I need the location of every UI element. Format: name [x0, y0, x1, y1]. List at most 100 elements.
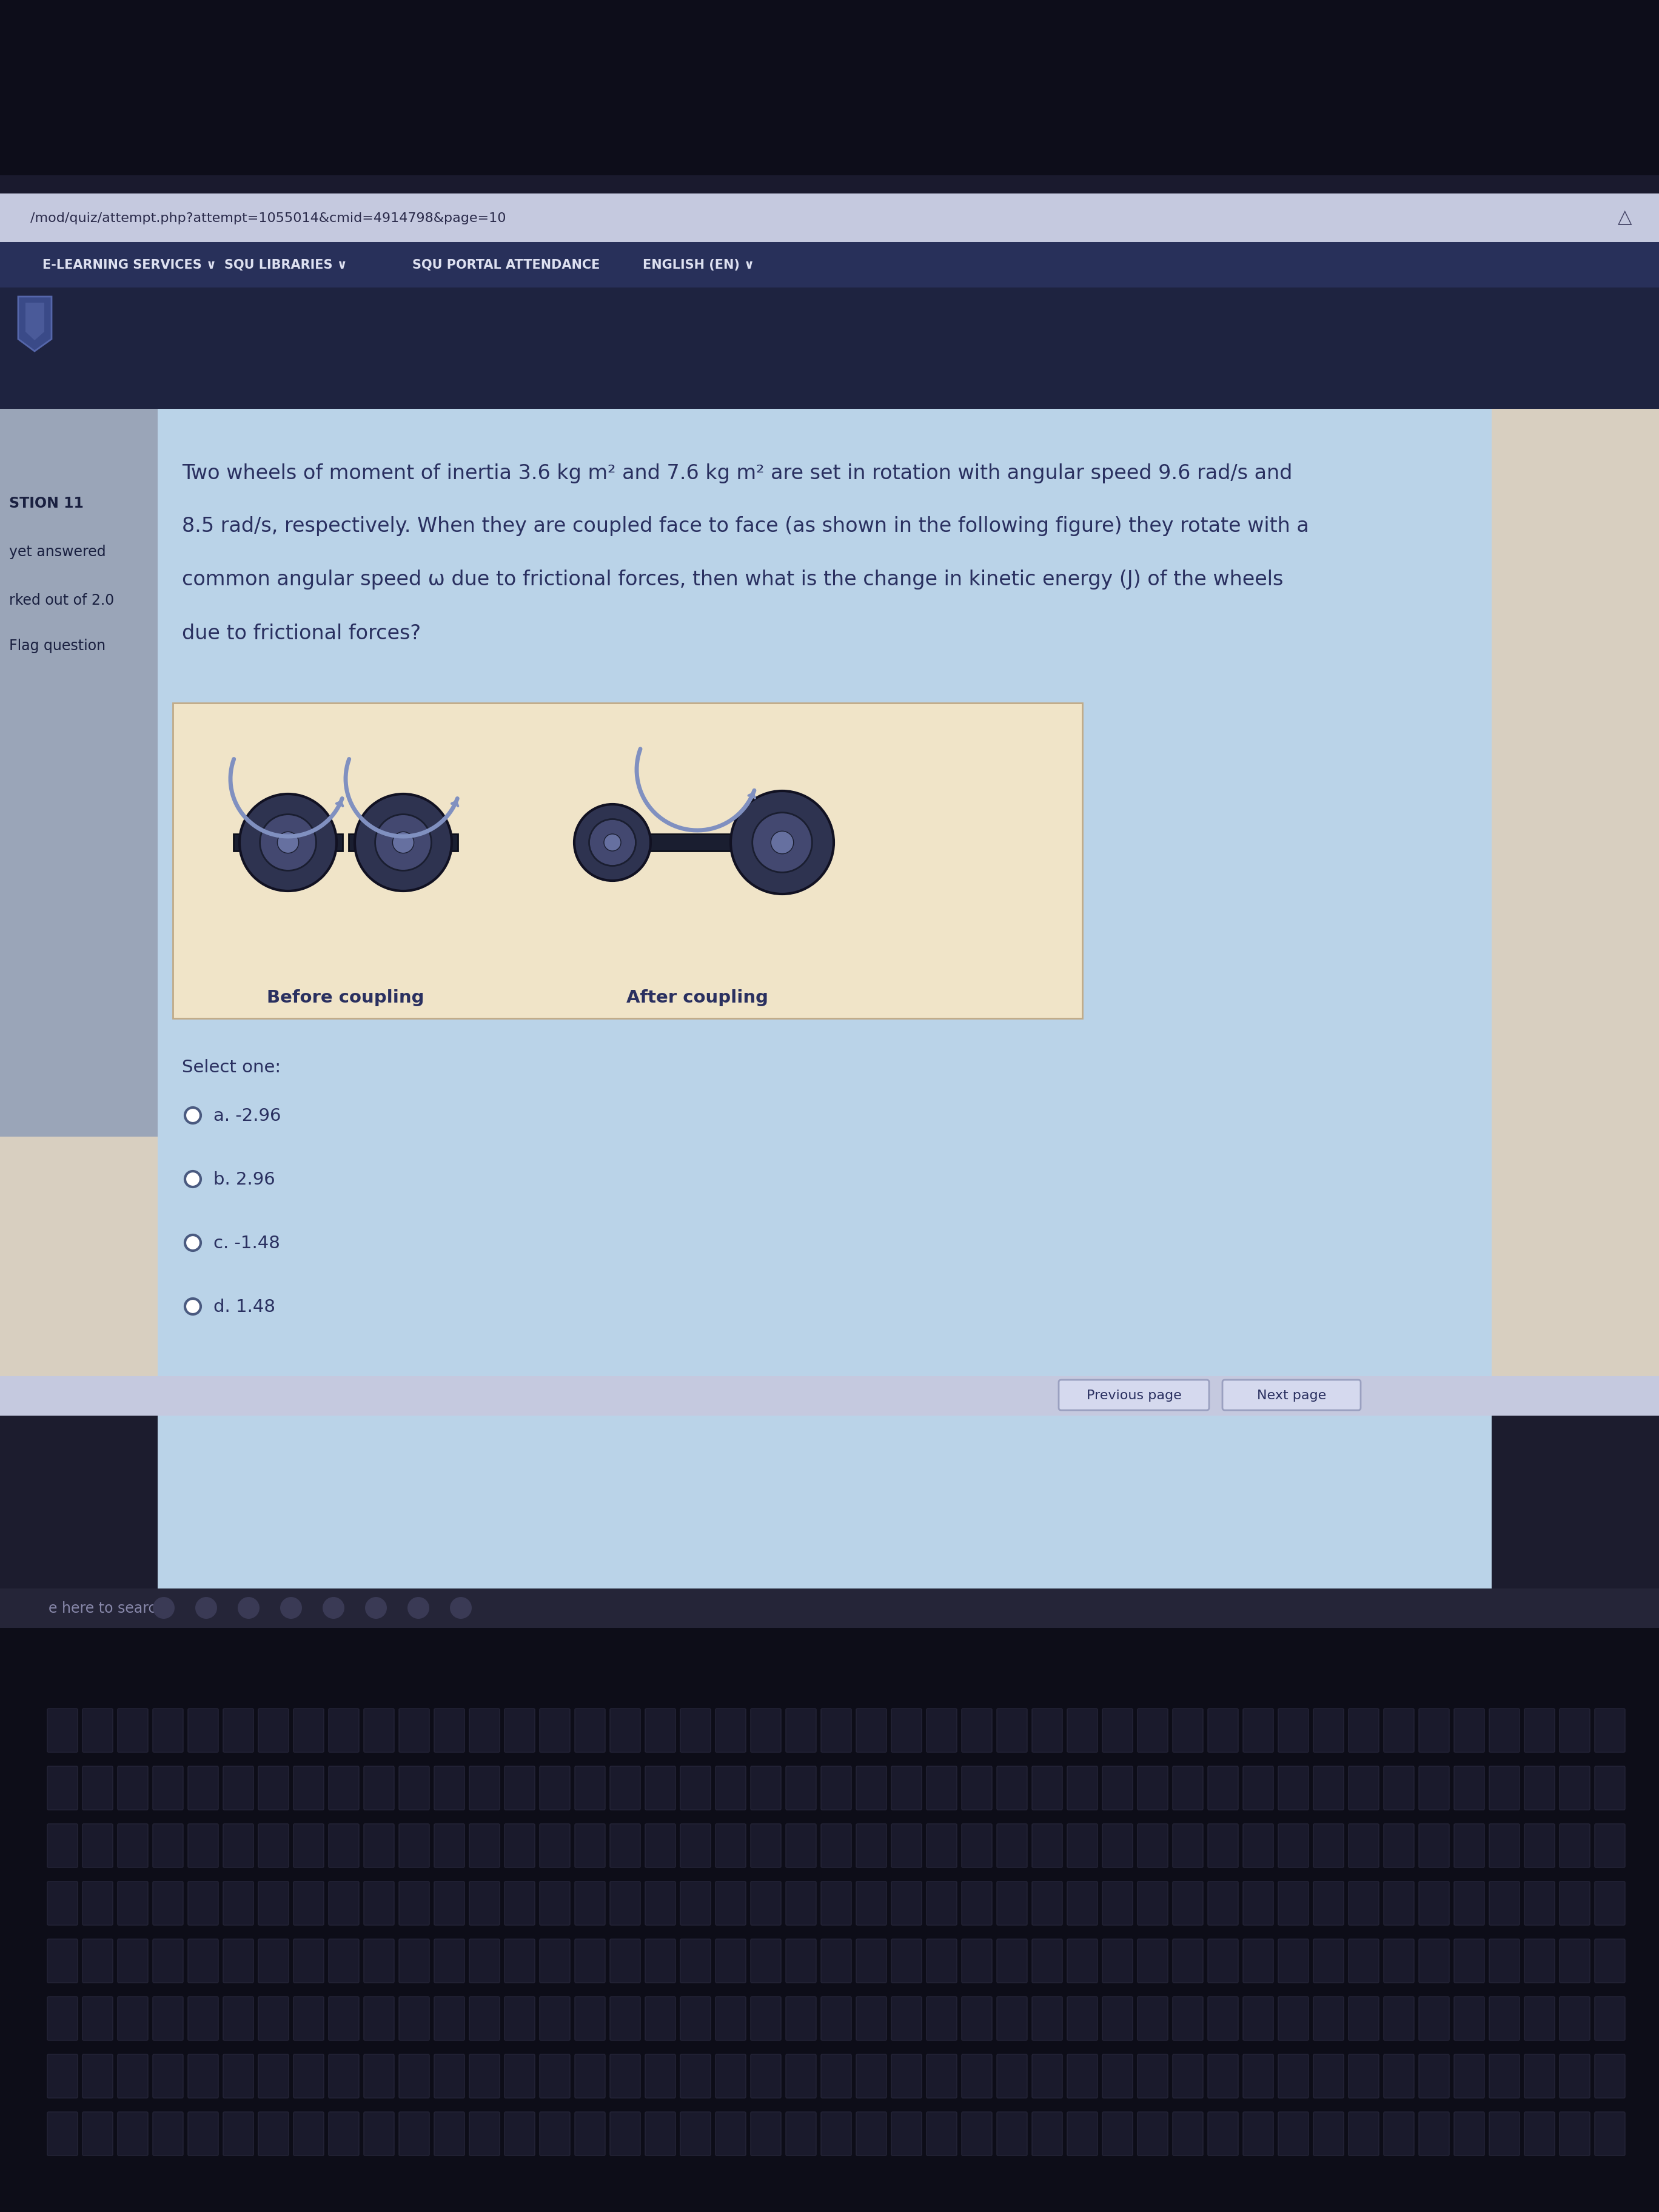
FancyBboxPatch shape [224, 1708, 254, 1752]
FancyBboxPatch shape [187, 1708, 219, 1752]
FancyBboxPatch shape [504, 1997, 534, 2039]
FancyBboxPatch shape [1418, 2112, 1450, 2157]
FancyBboxPatch shape [1243, 1997, 1274, 2039]
FancyBboxPatch shape [1384, 2112, 1413, 2157]
FancyBboxPatch shape [363, 1882, 395, 1924]
Circle shape [393, 832, 413, 854]
FancyBboxPatch shape [1525, 2055, 1554, 2097]
FancyBboxPatch shape [435, 1767, 465, 1809]
FancyBboxPatch shape [680, 2112, 710, 2157]
FancyBboxPatch shape [224, 1997, 254, 2039]
FancyBboxPatch shape [224, 2112, 254, 2157]
FancyBboxPatch shape [539, 2112, 571, 2157]
FancyBboxPatch shape [1102, 1708, 1133, 1752]
FancyBboxPatch shape [926, 2055, 957, 2097]
FancyBboxPatch shape [363, 1767, 395, 1809]
FancyBboxPatch shape [469, 1940, 499, 1982]
FancyBboxPatch shape [294, 1997, 324, 2039]
Text: △: △ [1618, 208, 1632, 226]
FancyBboxPatch shape [750, 2055, 781, 2097]
FancyBboxPatch shape [1418, 1997, 1450, 2039]
FancyBboxPatch shape [645, 1767, 675, 1809]
Text: Select one:: Select one: [182, 1060, 280, 1075]
FancyBboxPatch shape [1349, 1997, 1379, 2039]
FancyBboxPatch shape [926, 1767, 957, 1809]
FancyBboxPatch shape [1102, 2055, 1133, 2097]
FancyBboxPatch shape [153, 2055, 182, 2097]
FancyBboxPatch shape [926, 2112, 957, 2157]
Text: Before coupling: Before coupling [267, 989, 425, 1006]
Circle shape [260, 814, 317, 872]
FancyBboxPatch shape [962, 2055, 992, 2097]
FancyBboxPatch shape [504, 1825, 534, 1867]
FancyBboxPatch shape [680, 1997, 710, 2039]
FancyBboxPatch shape [1173, 1997, 1203, 2039]
FancyBboxPatch shape [1138, 1767, 1168, 1809]
FancyBboxPatch shape [1314, 1708, 1344, 1752]
FancyBboxPatch shape [962, 1882, 992, 1924]
FancyBboxPatch shape [611, 2055, 640, 2097]
FancyBboxPatch shape [997, 1997, 1027, 2039]
FancyBboxPatch shape [574, 1767, 606, 1809]
FancyBboxPatch shape [1314, 1767, 1344, 1809]
FancyBboxPatch shape [1384, 1767, 1413, 1809]
FancyBboxPatch shape [259, 1708, 289, 1752]
FancyBboxPatch shape [1525, 1767, 1554, 1809]
FancyBboxPatch shape [926, 1825, 957, 1867]
FancyBboxPatch shape [574, 1708, 606, 1752]
FancyBboxPatch shape [1384, 1882, 1413, 1924]
FancyBboxPatch shape [469, 2112, 499, 2157]
FancyBboxPatch shape [1490, 1882, 1520, 1924]
FancyBboxPatch shape [435, 1825, 465, 1867]
FancyBboxPatch shape [224, 1767, 254, 1809]
FancyBboxPatch shape [48, 1708, 78, 1752]
FancyBboxPatch shape [1384, 1825, 1413, 1867]
Text: yet answered: yet answered [8, 544, 106, 560]
FancyBboxPatch shape [1067, 1825, 1098, 1867]
FancyBboxPatch shape [1208, 1708, 1238, 1752]
FancyBboxPatch shape [786, 2112, 816, 2157]
FancyBboxPatch shape [715, 1997, 747, 2039]
FancyBboxPatch shape [1208, 1882, 1238, 1924]
Bar [594, 834, 800, 852]
FancyBboxPatch shape [398, 1882, 430, 1924]
FancyBboxPatch shape [1594, 1997, 1626, 2039]
FancyBboxPatch shape [1243, 1767, 1274, 1809]
FancyBboxPatch shape [926, 1940, 957, 1982]
FancyBboxPatch shape [1032, 1825, 1062, 1867]
FancyBboxPatch shape [363, 1940, 395, 1982]
FancyBboxPatch shape [1418, 1767, 1450, 1809]
FancyBboxPatch shape [1314, 1940, 1344, 1982]
FancyBboxPatch shape [83, 1997, 113, 2039]
FancyBboxPatch shape [1559, 1882, 1589, 1924]
FancyBboxPatch shape [1243, 1708, 1274, 1752]
FancyBboxPatch shape [153, 1825, 182, 1867]
FancyBboxPatch shape [1243, 2055, 1274, 2097]
Text: e here to search: e here to search [48, 1601, 166, 1615]
FancyBboxPatch shape [224, 1940, 254, 1982]
FancyBboxPatch shape [118, 2112, 148, 2157]
FancyBboxPatch shape [1525, 1708, 1554, 1752]
FancyBboxPatch shape [1490, 2055, 1520, 2097]
FancyBboxPatch shape [645, 1882, 675, 1924]
FancyBboxPatch shape [153, 1767, 182, 1809]
FancyBboxPatch shape [294, 2112, 324, 2157]
FancyBboxPatch shape [48, 1940, 78, 1982]
FancyBboxPatch shape [328, 1997, 358, 2039]
FancyBboxPatch shape [153, 2112, 182, 2157]
Text: rked out of 2.0: rked out of 2.0 [8, 593, 114, 608]
FancyBboxPatch shape [786, 1882, 816, 1924]
FancyBboxPatch shape [1314, 1997, 1344, 2039]
FancyBboxPatch shape [997, 2055, 1027, 2097]
FancyBboxPatch shape [715, 1882, 747, 1924]
FancyBboxPatch shape [1058, 1380, 1209, 1411]
FancyBboxPatch shape [997, 1708, 1027, 1752]
FancyBboxPatch shape [1032, 1940, 1062, 1982]
FancyBboxPatch shape [118, 1708, 148, 1752]
FancyBboxPatch shape [645, 1708, 675, 1752]
Text: common angular speed ω due to frictional forces, then what is the change in kine: common angular speed ω due to frictional… [182, 571, 1284, 591]
FancyBboxPatch shape [1032, 2055, 1062, 2097]
FancyBboxPatch shape [891, 1997, 922, 2039]
FancyBboxPatch shape [1490, 2112, 1520, 2157]
FancyBboxPatch shape [1384, 1940, 1413, 1982]
